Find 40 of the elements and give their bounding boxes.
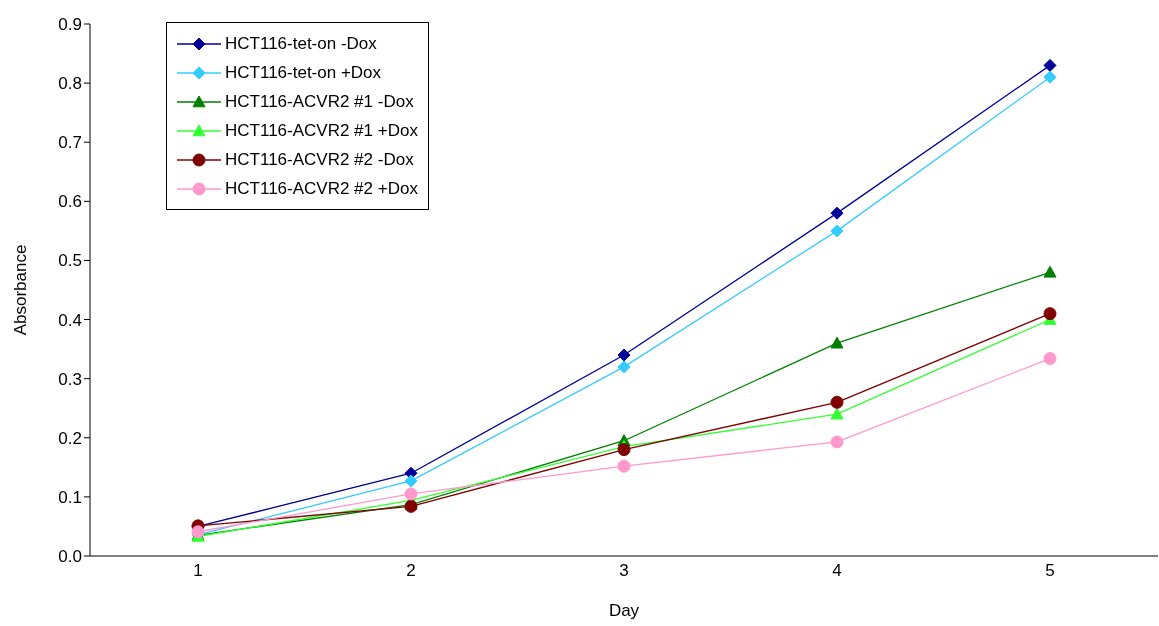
y-tick-label: 0.5 [58, 251, 82, 271]
point [617, 459, 631, 473]
point [1043, 307, 1057, 321]
point [830, 435, 844, 449]
legend-label: HCT116-tet-on +Dox [225, 62, 382, 83]
x-tick-label: 3 [619, 561, 629, 581]
y-tick-label: 0.2 [58, 428, 82, 448]
y-tick-label: 0.8 [58, 74, 82, 94]
point [617, 348, 631, 362]
x-tick-label: 1 [193, 561, 203, 581]
y-tick-label: 0.4 [58, 310, 82, 330]
y-tick-label: 0.0 [58, 547, 82, 567]
y-tick-label: 0.1 [58, 487, 82, 507]
point [617, 443, 631, 457]
point [404, 474, 418, 488]
point [830, 206, 844, 220]
point [404, 487, 418, 501]
legend-label: HCT116-ACVR2 #1 +Dox [225, 120, 418, 141]
legend-label: HCT116-ACVR2 #1 -Dox [225, 91, 414, 112]
point [1043, 352, 1057, 366]
x-axis-title: Day [608, 601, 640, 620]
legend-label: HCT116-ACVR2 #2 -Dox [225, 149, 414, 170]
point [830, 336, 844, 349]
point [830, 407, 844, 420]
y-tick-label: 0.6 [58, 192, 82, 212]
legend-label: HCT116-ACVR2 #2 +Dox [225, 178, 418, 199]
x-tick-label: 4 [832, 561, 842, 581]
y-tick-label: 0.9 [58, 15, 82, 35]
y-tick-label: 0.7 [58, 133, 82, 153]
point [830, 224, 844, 238]
point [830, 395, 844, 409]
point [1043, 58, 1057, 72]
point [1043, 265, 1057, 278]
y-axis-title: Absorbance [11, 244, 31, 336]
point [1043, 70, 1057, 84]
legend-label: HCT116-tet-on -Dox [225, 33, 377, 54]
point [617, 360, 631, 374]
y-tick-label: 0.3 [58, 369, 82, 389]
x-tick-label: 2 [406, 561, 416, 581]
x-tick-label: 5 [1045, 561, 1055, 581]
